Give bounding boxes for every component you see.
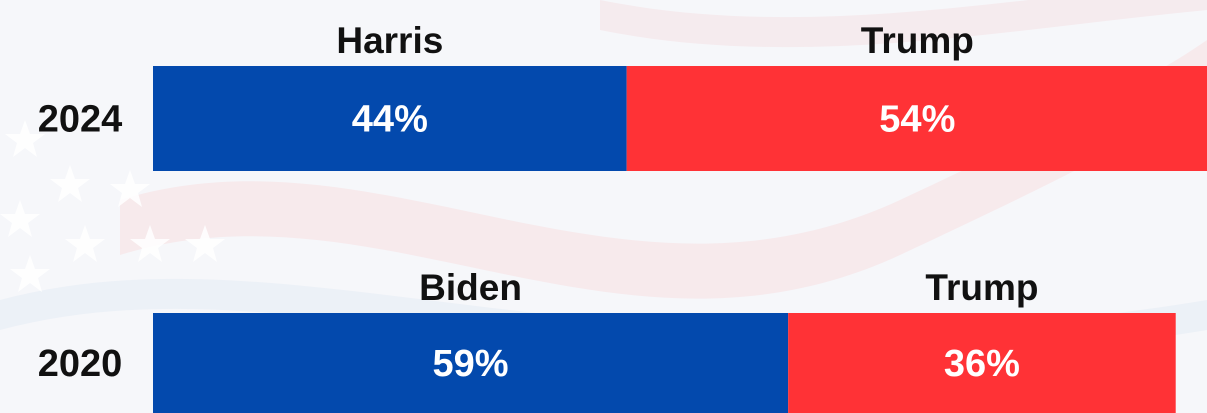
bar-trump-2024 [626,66,1207,171]
bar-trump-2020 [788,313,1176,413]
data-label: 54% [879,99,955,141]
data-label: 36% [944,343,1020,385]
candidate-label: Trump [861,20,974,61]
row-2024: 2024 44% Harris 54% Trump [38,20,1207,171]
bar-harris-2024 [153,66,627,171]
year-label: 2020 [38,343,123,385]
row-2020: 2020 59% Biden 36% Trump [38,267,1176,413]
bar-biden-2020 [153,313,789,413]
candidate-label: Trump [925,267,1038,308]
data-label: 44% [352,99,428,141]
data-label: 59% [433,343,509,385]
candidate-label: Harris [336,20,443,61]
candidate-label: Biden [419,267,522,308]
year-label: 2024 [38,99,123,141]
